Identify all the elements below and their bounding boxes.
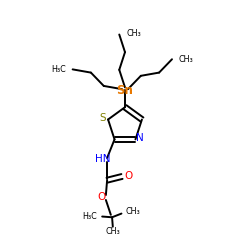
- Text: O: O: [97, 192, 106, 202]
- Text: Sn: Sn: [116, 84, 134, 97]
- Text: CH₃: CH₃: [126, 29, 141, 38]
- Text: CH₃: CH₃: [106, 227, 121, 236]
- Text: H₃C: H₃C: [51, 65, 66, 74]
- Text: S: S: [99, 113, 106, 123]
- Text: CH₃: CH₃: [179, 55, 194, 64]
- Text: HN: HN: [95, 154, 110, 164]
- Text: N: N: [136, 133, 144, 143]
- Text: H₃C: H₃C: [82, 212, 97, 221]
- Text: O: O: [125, 172, 133, 181]
- Text: CH₃: CH₃: [126, 207, 140, 216]
